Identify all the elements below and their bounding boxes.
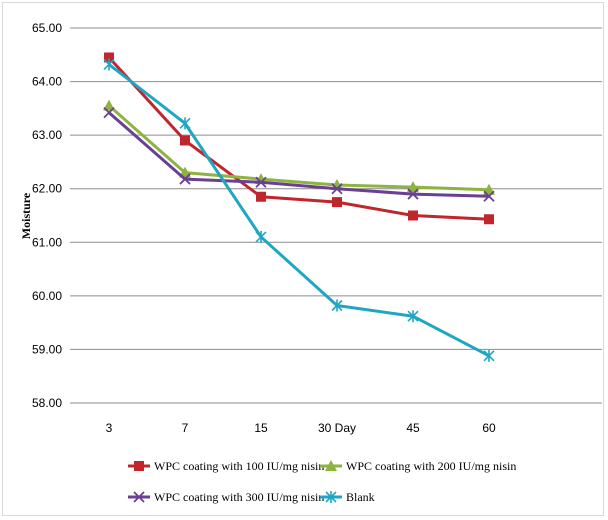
data-point <box>483 349 495 362</box>
legend-entry: WPC coating with 300 IU/mg nisin <box>128 490 324 504</box>
data-point <box>331 183 343 195</box>
data-point <box>103 107 115 119</box>
data-point <box>408 210 418 221</box>
x-tick-labels: 3 7 15 30 Day 45 60 <box>106 421 496 435</box>
y-tick-label: 60.00 <box>32 289 62 303</box>
legend-marker <box>133 491 145 503</box>
y-tick-label: 65.00 <box>32 21 62 35</box>
y-tick-labels: 58.00 59.00 60.00 61.00 62.00 63.00 64.00 65.00 <box>32 21 62 410</box>
data-point <box>255 176 267 188</box>
legend-label: WPC coating with 300 IU/mg nisin <box>154 490 324 504</box>
series-line <box>108 63 490 358</box>
gridlines <box>70 27 602 404</box>
series-lines <box>103 52 495 362</box>
data-point <box>256 191 266 202</box>
data-point <box>179 117 191 130</box>
legend-entry: Blank <box>320 490 375 504</box>
legend-entry: WPC coating with 200 IU/mg nisin <box>320 459 516 473</box>
y-tick-label: 58.00 <box>32 396 62 410</box>
series-line <box>108 104 490 192</box>
legend-marker <box>325 460 337 471</box>
series-1 <box>104 52 494 225</box>
series-4 <box>103 58 495 362</box>
legend: WPC coating with 100 IU/mg nisin WPC coat… <box>128 459 516 504</box>
legend-entry: WPC coating with 100 IU/mg nisin <box>128 459 324 473</box>
data-point <box>407 188 419 200</box>
legend-marker <box>134 461 144 471</box>
legend-label: Blank <box>346 490 375 504</box>
series-line <box>107 56 490 221</box>
x-tick-label: 60 <box>482 421 496 435</box>
data-point <box>179 173 191 185</box>
x-tick-label: 3 <box>106 421 113 435</box>
x-tick-label: 30 Day <box>318 421 356 435</box>
chart-frame <box>2 2 604 516</box>
data-point <box>407 181 419 193</box>
y-tick-label: 63.00 <box>32 128 62 142</box>
legend-marker <box>325 491 337 503</box>
data-point <box>332 197 342 208</box>
y-tick-label: 62.00 <box>32 182 62 196</box>
data-point <box>104 52 114 63</box>
data-point <box>483 190 495 202</box>
x-tick-label: 15 <box>254 421 268 435</box>
legend-label: WPC coating with 100 IU/mg nisin <box>154 459 324 473</box>
y-tick-label: 64.00 <box>32 75 62 89</box>
data-point <box>103 58 115 71</box>
y-axis-label: Moisture <box>19 192 33 239</box>
y-tick-label: 61.00 <box>32 235 62 249</box>
y-tick-label: 59.00 <box>32 342 62 356</box>
legend-label: WPC coating with 200 IU/mg nisin <box>346 459 516 473</box>
data-point <box>180 135 190 146</box>
x-tick-label: 45 <box>406 421 420 435</box>
data-point <box>103 99 115 111</box>
series-line <box>108 111 490 198</box>
x-tick-label: 7 <box>182 421 189 435</box>
series-3 <box>103 107 495 202</box>
data-point <box>255 230 267 243</box>
data-point <box>331 299 343 312</box>
data-point <box>484 214 494 225</box>
data-point <box>407 310 419 323</box>
